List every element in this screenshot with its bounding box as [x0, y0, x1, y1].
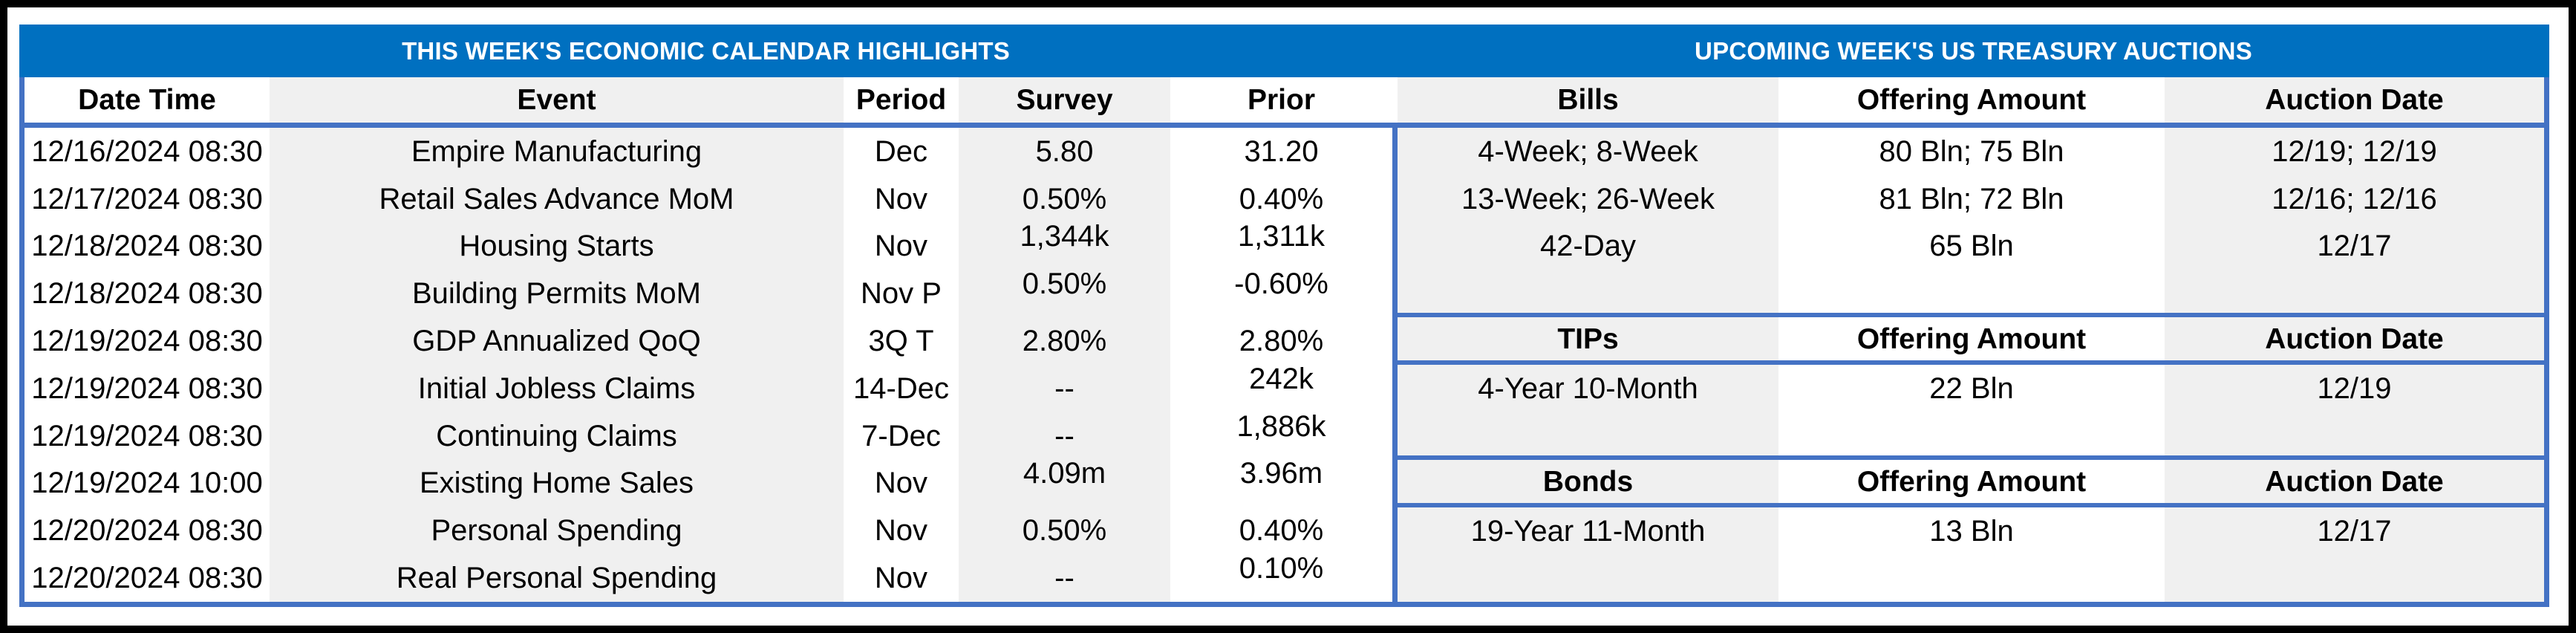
period-cell: Dec [874, 134, 928, 168]
event-cell: Retail Sales Advance MoM [379, 182, 734, 215]
date-time-cell: 12/19/2024 10:00 [31, 467, 263, 500]
bonds-offering-amount-cell: 13 Bln [1929, 514, 2014, 548]
prior-cell: 242k [1249, 362, 1314, 395]
tips-security-column-header: TIPs [1557, 322, 1619, 355]
survey-cell: -- [1054, 562, 1075, 595]
bonds-auction-date-column-header: Auction Date [2265, 465, 2444, 498]
bonds-offering-amount-column-header: Offering Amount [1856, 465, 2087, 498]
date-time-cell: 12/19/2024 08:30 [31, 371, 263, 405]
tips-header-underline [1398, 360, 2544, 365]
prior-cell: 1,886k [1236, 409, 1326, 443]
survey-cell: 0.50% [1022, 182, 1107, 215]
bills-offering-amount-column-header: Offering Amount [1856, 84, 2087, 116]
survey-cell: 1,344k [1020, 220, 1109, 253]
bills-auction-date-cell: 12/19; 12/19 [2272, 134, 2437, 168]
prior-cell: 0.40% [1239, 182, 1324, 215]
date-time-cell: 12/20/2024 08:30 [31, 562, 263, 595]
prior-cell: 1,311k [1237, 220, 1326, 253]
date-time-cell: 12/18/2024 08:30 [31, 230, 263, 263]
survey-cell: -- [1054, 419, 1075, 452]
bills-auction-date-cell: 12/16; 12/16 [2272, 182, 2437, 215]
period-cell: Nov [874, 182, 928, 215]
economic-calendar-title: THIS WEEK'S ECONOMIC CALENDAR HIGHLIGHTS [402, 36, 1010, 65]
table-left-border [19, 77, 25, 607]
bills-security-cell: 42-Day [1540, 230, 1636, 263]
prior-cell: 2.80% [1239, 325, 1324, 358]
event-cell: GDP Annualized QoQ [412, 325, 701, 358]
survey-column-header: Survey [1016, 84, 1113, 116]
date-time-column-header: Date Time [78, 84, 216, 116]
survey-cell: 0.50% [1022, 267, 1107, 301]
bills-security-cell: 13-Week; 26-Week [1461, 182, 1715, 215]
treasury-auctions-title: UPCOMING WEEK'S US TREASURY AUCTIONS [1695, 36, 2252, 65]
table-bottom-border [19, 602, 2549, 607]
event-cell: Empire Manufacturing [411, 134, 702, 168]
prior-cell: 3.96m [1239, 457, 1323, 490]
survey-cell: 5.80 [1035, 134, 1094, 168]
prior-cell: 0.40% [1239, 514, 1324, 548]
event-cell: Housing Starts [459, 230, 654, 263]
survey-cell: 2.80% [1022, 325, 1107, 358]
prior-cell: 0.10% [1239, 552, 1324, 585]
event-column-header: Event [517, 84, 596, 116]
bills-section-bottom-border [1398, 313, 2544, 317]
prior-cell: -0.60% [1234, 267, 1328, 301]
tips-auction-date-column-header: Auction Date [2265, 322, 2444, 355]
period-cell: Nov [874, 514, 928, 548]
period-cell: Nov [874, 230, 928, 263]
bills-auction-date-cell: 12/17 [2317, 230, 2392, 263]
bills-offering-amount-cell: 80 Bln; 75 Bln [1879, 134, 2064, 168]
period-column-header: Period [855, 84, 947, 116]
tips-section-bottom-border [1398, 455, 2544, 460]
table-divider-border [1392, 128, 1398, 607]
date-time-cell: 12/17/2024 08:30 [31, 182, 263, 215]
bonds-security-cell: 19-Year 11-Month [1470, 514, 1706, 548]
period-cell: 3Q T [868, 325, 934, 358]
survey-cell: -- [1054, 371, 1075, 405]
bonds-security-column-header: Bonds [1542, 465, 1634, 498]
tips-auction-date-cell: 12/19 [2317, 371, 2392, 405]
event-cell: Personal Spending [431, 514, 682, 548]
header-underline [19, 123, 2549, 128]
event-cell: Continuing Claims [436, 419, 677, 452]
event-cell: Existing Home Sales [419, 467, 694, 500]
bills-offering-amount-cell: 65 Bln [1929, 230, 2014, 263]
bills-security-column-header: Bills [1557, 84, 1619, 116]
bills-security-cell: 4-Week; 8-Week [1478, 134, 1698, 168]
bills-auction-date-column-header: Auction Date [2265, 84, 2444, 116]
table-right-border [2544, 77, 2549, 607]
period-cell: Nov [874, 562, 928, 595]
tips-offering-amount-cell: 22 Bln [1929, 371, 2014, 405]
date-time-cell: 12/18/2024 08:30 [31, 277, 263, 311]
prior-cell: 31.20 [1244, 134, 1319, 168]
tips-offering-amount-column-header: Offering Amount [1856, 322, 2087, 355]
period-cell: Nov [874, 467, 928, 500]
prior-column-header: Prior [1247, 84, 1316, 116]
date-time-cell: 12/16/2024 08:30 [31, 134, 263, 168]
tips-security-cell: 4-Year 10-Month [1478, 371, 1698, 405]
date-time-cell: 12/20/2024 08:30 [31, 514, 263, 548]
survey-column-stripe [959, 77, 1170, 602]
period-cell: 7-Dec [861, 419, 941, 452]
event-column-stripe [270, 77, 844, 602]
auction-date-column-stripe [2165, 77, 2544, 602]
event-cell: Building Permits MoM [411, 277, 701, 311]
bills-column-stripe [1398, 77, 1778, 602]
bonds-header-underline [1398, 503, 2544, 507]
event-cell: Real Personal Spending [396, 562, 717, 595]
event-cell: Initial Jobless Claims [417, 371, 696, 405]
title-band: THIS WEEK'S ECONOMIC CALENDAR HIGHLIGHTS… [19, 25, 2549, 77]
date-time-cell: 12/19/2024 08:30 [31, 325, 263, 358]
bills-offering-amount-cell: 81 Bln; 72 Bln [1879, 182, 2064, 215]
period-cell: 14-Dec [853, 371, 949, 405]
period-cell: Nov P [861, 277, 942, 311]
survey-cell: 4.09m [1023, 457, 1106, 490]
survey-cell: 0.50% [1022, 514, 1107, 548]
bonds-auction-date-cell: 12/17 [2317, 514, 2392, 548]
date-time-cell: 12/19/2024 08:30 [31, 419, 263, 452]
